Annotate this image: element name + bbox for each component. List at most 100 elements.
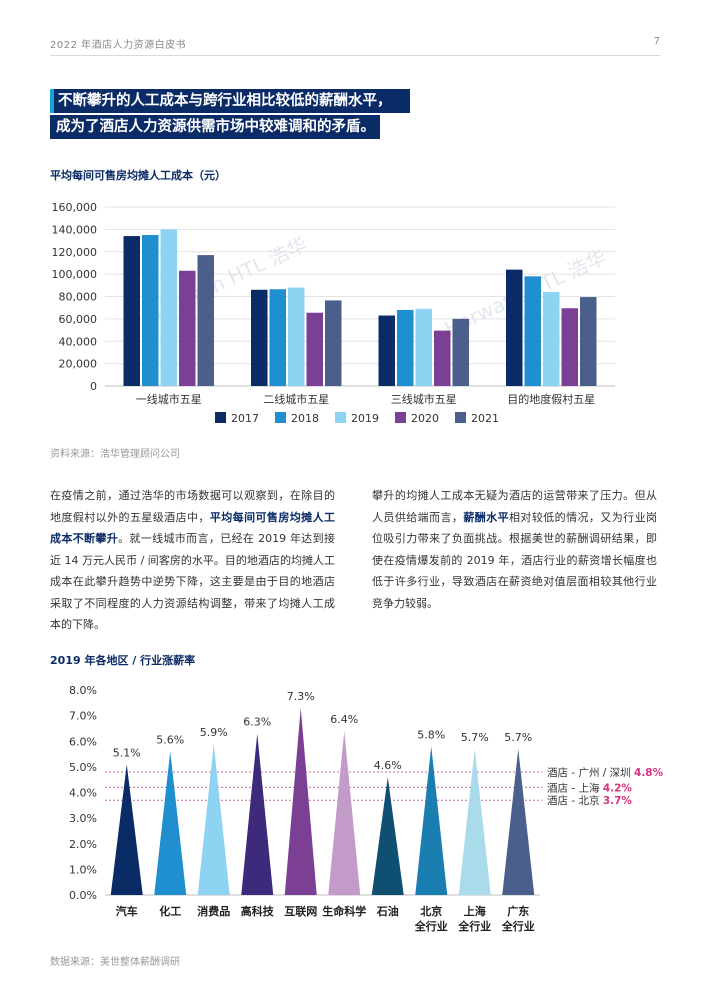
bar-2019 [288, 287, 305, 386]
chart1-source: 资料来源：浩华管理顾问公司 [50, 449, 180, 460]
y-tick-label: 4.0% [69, 787, 97, 800]
legend-label-2019: 2019 [351, 412, 379, 425]
triangle-bar [371, 777, 404, 895]
triangle-bar [154, 751, 187, 895]
bar-2017 [378, 315, 395, 386]
legend-label-2017: 2017 [231, 412, 259, 425]
body-right-emphasis: 薪酬水平 [463, 510, 510, 524]
triangle-bar [284, 707, 317, 895]
legend-swatch-2017 [215, 412, 226, 423]
bar-2017 [251, 289, 268, 386]
labor-cost-bar-chart: Horwath HTL 浩华 Horwath HTL 浩华 020,00040,… [52, 201, 615, 425]
bar-2021 [580, 297, 597, 386]
y-tick-label: 20,000 [59, 358, 98, 371]
bar-2021 [325, 300, 342, 386]
salary-increase-chart: 0.0% 1.0% 2.0% 3.0% 4.0% 5.0% 6.0% 7.0% 8.0% 酒店 -… [69, 684, 664, 933]
value-label: 6.4% [330, 713, 358, 726]
legend-swatch-2019 [335, 412, 346, 423]
legend-label-2021: 2021 [471, 412, 499, 425]
y-tick-label: 160,000 [52, 201, 98, 214]
category-label-line2: 全行业 [457, 919, 491, 933]
legend-swatch-2021 [455, 412, 466, 423]
triangle-bar [415, 746, 448, 895]
triangle-bar [328, 731, 361, 895]
value-label: 5.6% [156, 734, 184, 747]
value-label: 5.7% [461, 731, 489, 744]
y-tick-label: 60,000 [59, 313, 98, 326]
chart2-title: 2019 年各地区 / 行业涨薪率 [50, 654, 196, 667]
bar-2018 [142, 234, 159, 386]
legend-label-2018: 2018 [291, 412, 319, 425]
value-label: 5.8% [417, 728, 445, 741]
headline-line-2: 成为了酒店人力资源供需市场中较难调和的矛盾。 [50, 115, 380, 139]
y-tick-label: 40,000 [59, 335, 98, 348]
bar-2018 [269, 289, 286, 386]
y-tick-label: 100,000 [52, 268, 98, 281]
category-label: 互联网 [284, 904, 317, 918]
reference-line-value: 4.8% [634, 767, 664, 779]
category-label: 二线城市五星 [263, 392, 329, 406]
body-right-text-1: 攀升的均摊人工成本无疑为酒店的运营带来了压力。但从人员供给端而言， [372, 489, 657, 524]
reference-line-label: 酒店 - 上海 4.2% [547, 781, 632, 794]
y-tick-label: 7.0% [69, 710, 97, 723]
triangle-bar [197, 743, 230, 895]
y-tick-label: 80,000 [59, 291, 98, 304]
body-left-text-1: 在疫情之前，通过浩华的市场数据可以观察到，在除目的地度假村以外的五星级酒店中， [50, 489, 335, 524]
reference-line-label: 酒店 - 北京 3.7% [547, 794, 632, 807]
triangle-bar [458, 748, 491, 895]
category-label: 上海 [464, 904, 486, 918]
y-tick-label: 3.0% [69, 812, 97, 825]
bar-2017 [123, 236, 140, 386]
bar-2021 [452, 318, 469, 386]
reference-line-label: 酒店 - 广州 / 深圳 4.8% [547, 766, 664, 779]
triangle-bar [502, 748, 535, 895]
value-label: 5.7% [504, 731, 532, 744]
legend-swatch-2018 [275, 412, 286, 423]
document-title: 2022 年酒店人力资源白皮书 [50, 40, 187, 51]
category-label: 生命科学 [322, 904, 366, 918]
body-right-text-2: 相对较低的情况，又为行业岗位吸引力带来了负面挑战。根据美世的薪酬调研结果，即使在… [372, 510, 658, 610]
chart2-source: 数据来源：美世整体薪酬调研 [50, 957, 180, 968]
category-label-line2: 全行业 [414, 919, 448, 933]
body-right-column: 攀升的均摊人工成本无疑为酒店的运营带来了压力。但从人员供给端而言，薪酬水平相对较… [372, 485, 657, 614]
category-label: 汽车 [116, 904, 138, 918]
reference-line-value: 4.2% [603, 782, 633, 794]
category-label: 北京 [420, 904, 442, 918]
bar-2020 [179, 270, 196, 386]
triangle-bar [110, 764, 143, 895]
category-label: 三线城市五星 [391, 392, 457, 406]
headline-block: 不断攀升的人工成本与跨行业相比较低的薪酬水平， 成为了酒店人力资源供需市场中较难… [50, 89, 410, 139]
legend-swatch-2020 [395, 412, 406, 423]
bar-2020 [561, 308, 578, 386]
y-tick-label: 6.0% [69, 735, 97, 748]
headline-line-1: 不断攀升的人工成本与跨行业相比较低的薪酬水平， [50, 89, 410, 113]
bar-2019 [160, 229, 177, 386]
reference-line-value: 3.7% [603, 795, 633, 807]
category-label: 高科技 [241, 904, 275, 918]
bar-2018 [397, 309, 414, 386]
y-tick-label: 5.0% [69, 761, 97, 774]
y-tick-label: 2.0% [69, 838, 97, 851]
chart1-title: 平均每间可售房均摊人工成本（元） [50, 169, 226, 182]
category-label: 一线城市五星 [136, 392, 202, 406]
legend-label-2020: 2020 [411, 412, 439, 425]
body-left-text-2: 。就一线城市而言，已经在 2019 年达到接近 14 万元人民币 / 间客房的水… [50, 532, 335, 631]
bar-2019 [543, 292, 560, 386]
body-left-column: 在疫情之前，通过浩华的市场数据可以观察到，在除目的地度假村以外的五星级酒店中，平… [50, 485, 335, 636]
y-tick-label: 1.0% [69, 863, 97, 876]
y-tick-label: 8.0% [69, 684, 97, 697]
y-tick-label: 0 [90, 380, 97, 393]
y-tick-label: 140,000 [52, 223, 98, 236]
bar-2020 [434, 330, 451, 386]
value-label: 5.1% [113, 746, 141, 759]
reference-line-name: 酒店 - 北京 [547, 794, 603, 807]
category-label: 目的地度假村五星 [507, 392, 595, 406]
category-label: 石油 [376, 904, 399, 918]
category-label: 广东 [507, 904, 529, 918]
category-label-line2: 全行业 [501, 919, 535, 933]
bar-2017 [506, 269, 523, 386]
page-header: 2022 年酒店人力资源白皮书 7 [50, 36, 660, 56]
category-label: 消费品 [197, 904, 230, 918]
value-label: 7.3% [287, 690, 315, 703]
bar-2018 [524, 276, 541, 386]
